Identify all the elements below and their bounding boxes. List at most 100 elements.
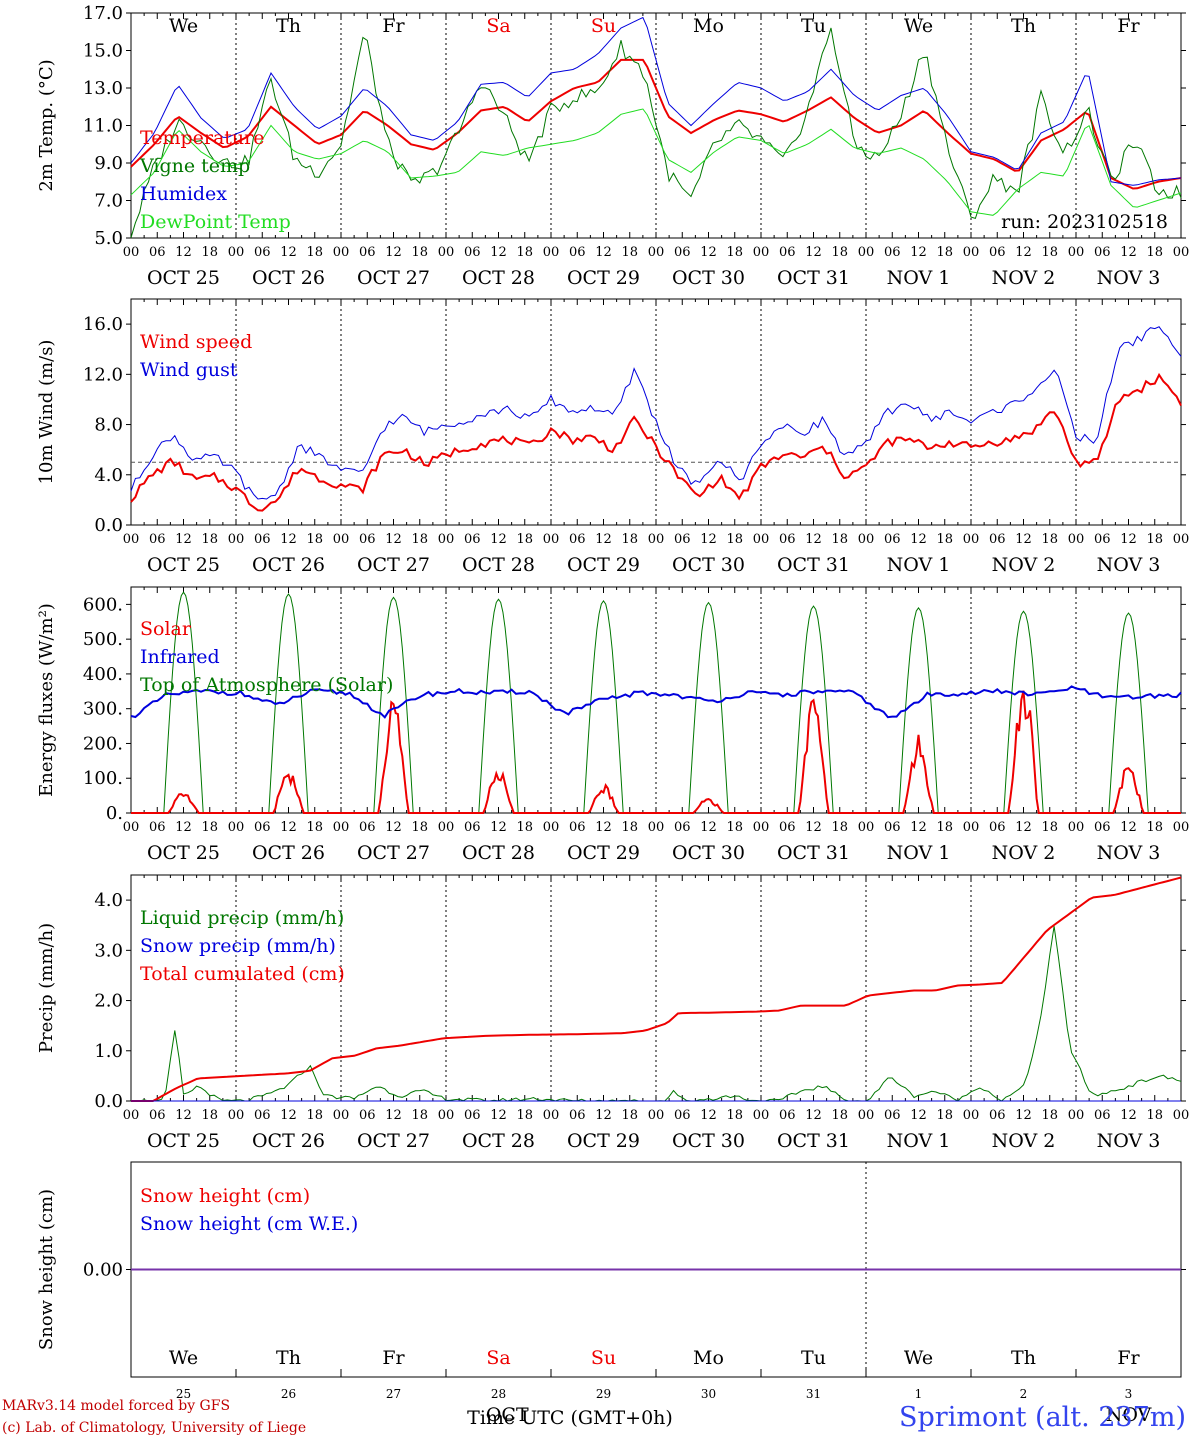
hour-tick-label: 06 [884, 820, 901, 835]
hour-tick-label: 00 [963, 532, 980, 547]
legend-dewpoint-temp: DewPoint Temp [140, 211, 291, 233]
y-tick-label: 500. [83, 629, 123, 650]
y-tick-label: 0.0 [94, 1091, 123, 1112]
hour-tick-label: 12 [385, 1108, 402, 1123]
hour-tick-label: 12 [385, 532, 402, 547]
weekday-label: We [169, 15, 198, 37]
hour-tick-label: 06 [779, 532, 796, 547]
hour-tick-label: 06 [464, 820, 481, 835]
y-tick-label: 400. [83, 664, 123, 685]
legend-total-cumulated-cm-: Total cumulated (cm) [140, 963, 345, 985]
series-dewpoint-temp [130, 108, 1182, 216]
hour-tick-label: 06 [674, 820, 691, 835]
hour-tick-label: 06 [254, 1108, 271, 1123]
date-label: NOV 1 [887, 842, 951, 864]
hour-tick-label: 18 [726, 820, 743, 835]
month-label-oct: OCT [486, 1404, 529, 1426]
hour-tick-label: 00 [963, 1108, 980, 1123]
date-label: OCT 31 [777, 1130, 850, 1152]
date-label: OCT 29 [567, 554, 640, 576]
hour-tick-label: 00 [753, 1108, 770, 1123]
legend-liquid-precip-mm-h-: Liquid precip (mm/h) [140, 907, 344, 929]
weekday-label: Th [1011, 1347, 1036, 1369]
hour-tick-label: 18 [201, 1108, 218, 1123]
weekday-label: Sa [486, 15, 510, 37]
date-label: NOV 2 [992, 554, 1056, 576]
date-label: OCT 30 [672, 1130, 745, 1152]
hour-tick-label: 00 [543, 532, 560, 547]
hour-tick-label: 06 [1094, 245, 1111, 260]
y-tick-label: 8.0 [94, 415, 123, 436]
hour-tick-label: 06 [989, 245, 1006, 260]
date-label: OCT 30 [672, 554, 745, 576]
weekday-label: Fr [382, 15, 405, 37]
hour-tick-label: 00 [333, 1108, 350, 1123]
day-number-label: 29 [596, 1387, 611, 1401]
hour-tick-label: 00 [1068, 1108, 1085, 1123]
hour-tick-label: 18 [306, 820, 323, 835]
date-label: OCT 29 [567, 267, 640, 289]
y-tick-label: 0.0 [94, 515, 123, 536]
legend-wind-gust: Wind gust [140, 359, 238, 381]
hour-tick-label: 06 [569, 245, 586, 260]
weekday-label: Th [276, 15, 301, 37]
hour-tick-label: 18 [201, 245, 218, 260]
day-number-label: 2 [1020, 1387, 1028, 1401]
hour-tick-label: 00 [1068, 245, 1085, 260]
hour-tick-label: 12 [595, 820, 612, 835]
hour-tick-label: 06 [254, 245, 271, 260]
hour-tick-label: 00 [228, 1108, 245, 1123]
date-label: OCT 31 [777, 267, 850, 289]
hour-tick-label: 12 [700, 1108, 717, 1123]
hour-tick-label: 12 [700, 245, 717, 260]
hour-tick-label: 12 [175, 532, 192, 547]
station-name: Sprimont (alt. 237m) [899, 1402, 1186, 1433]
hour-tick-label: 12 [595, 245, 612, 260]
y-axis-label: Energy fluxes (W/m²) [36, 603, 57, 797]
hour-tick-label: 06 [1094, 820, 1111, 835]
month-label-nov: NOV [1106, 1404, 1152, 1426]
y-tick-label: 17.0 [83, 3, 123, 24]
hour-tick-label: 18 [306, 245, 323, 260]
hour-tick-label: 18 [411, 532, 428, 547]
hour-tick-label: 12 [175, 1108, 192, 1123]
panel-2 [126, 298, 1186, 526]
y-tick-label: 600. [83, 594, 123, 615]
hour-tick-label: 00 [123, 245, 140, 260]
day-number-label: 3 [1125, 1387, 1133, 1401]
hour-tick-label: 18 [1146, 1108, 1163, 1123]
weekday-label: Th [1011, 15, 1036, 37]
hour-tick-label: 00 [753, 245, 770, 260]
date-label: OCT 30 [672, 842, 745, 864]
hour-tick-label: 12 [910, 820, 927, 835]
hour-tick-label: 12 [385, 245, 402, 260]
y-tick-label: 12.0 [83, 364, 123, 385]
hour-tick-label: 12 [1015, 820, 1032, 835]
hour-tick-label: 00 [123, 532, 140, 547]
series-humidex [130, 16, 1182, 186]
hour-tick-label: 00 [543, 245, 560, 260]
hour-tick-label: 06 [359, 1108, 376, 1123]
hour-tick-label: 06 [569, 820, 586, 835]
weekday-label: We [904, 1347, 933, 1369]
hour-tick-label: 18 [201, 820, 218, 835]
date-label: OCT 29 [567, 1130, 640, 1152]
date-label: OCT 26 [252, 842, 325, 864]
y-axis-label: 2m Temp. (°C) [36, 59, 57, 191]
hour-tick-label: 12 [385, 820, 402, 835]
hour-tick-label: 12 [805, 820, 822, 835]
date-label: OCT 25 [147, 842, 220, 864]
hour-tick-label: 18 [1146, 820, 1163, 835]
hour-tick-label: 06 [569, 532, 586, 547]
hour-tick-label: 06 [1094, 532, 1111, 547]
hour-tick-label: 00 [438, 532, 455, 547]
hour-tick-label: 12 [700, 532, 717, 547]
hour-tick-label: 12 [280, 1108, 297, 1123]
date-label: NOV 3 [1097, 1130, 1161, 1152]
hour-tick-label: 00 [648, 245, 665, 260]
weekday-label: Su [591, 15, 616, 37]
series-infrared [130, 685, 1182, 719]
series-wind-gust [130, 326, 1182, 500]
date-label: NOV 1 [887, 1130, 951, 1152]
date-label: OCT 25 [147, 554, 220, 576]
